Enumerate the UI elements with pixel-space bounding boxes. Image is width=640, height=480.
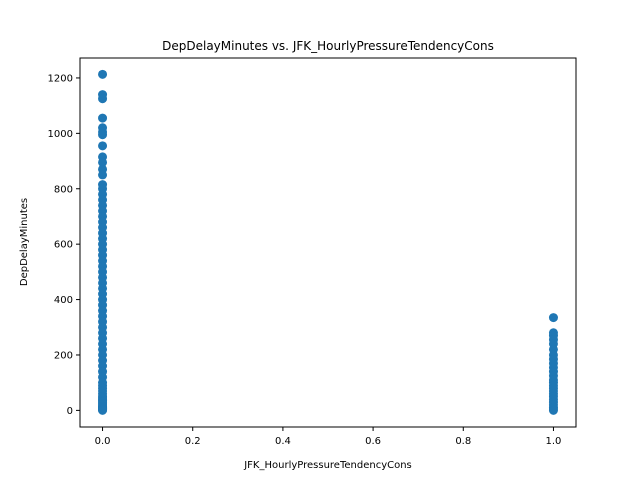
data-point xyxy=(548,405,558,415)
chart-title: DepDelayMinutes vs. JFK_HourlyPressureTe… xyxy=(162,39,494,53)
x-tick-label: 0.4 xyxy=(275,436,291,447)
x-tick-label: 0.0 xyxy=(95,436,111,447)
y-tick-label: 1000 xyxy=(48,129,73,140)
y-axis-label: DepDelayMinutes xyxy=(19,198,30,286)
x-axis-label: JFK_HourlyPressureTendencyCons xyxy=(243,460,412,471)
data-point xyxy=(98,157,108,167)
y-tick-label: 800 xyxy=(54,184,73,195)
y-tick-label: 0 xyxy=(67,406,73,417)
y-tick-label: 600 xyxy=(54,240,73,251)
data-point xyxy=(98,141,108,151)
y-tick-label: 1200 xyxy=(48,73,73,84)
data-point xyxy=(98,94,108,104)
x-tick-label: 1.0 xyxy=(546,436,562,447)
x-tick-label: 0.6 xyxy=(365,436,381,447)
data-point xyxy=(98,405,108,415)
data-point xyxy=(98,69,108,79)
x-axis-ticks: 0.0 0.2 0.4 0.6 0.8 1.0 xyxy=(95,427,562,447)
data-point xyxy=(98,130,108,140)
plot-frame xyxy=(79,57,577,428)
y-axis-ticks: 0 200 400 600 800 1000 1200 xyxy=(48,73,80,417)
x-tick-label: 0.8 xyxy=(455,436,471,447)
y-tick-label: 400 xyxy=(54,295,73,306)
y-tick-label: 200 xyxy=(54,350,73,361)
data-point xyxy=(98,113,108,123)
x-tick-label: 0.2 xyxy=(185,436,201,447)
scatter-points xyxy=(98,69,558,415)
data-point xyxy=(98,170,108,180)
data-point xyxy=(548,313,558,323)
